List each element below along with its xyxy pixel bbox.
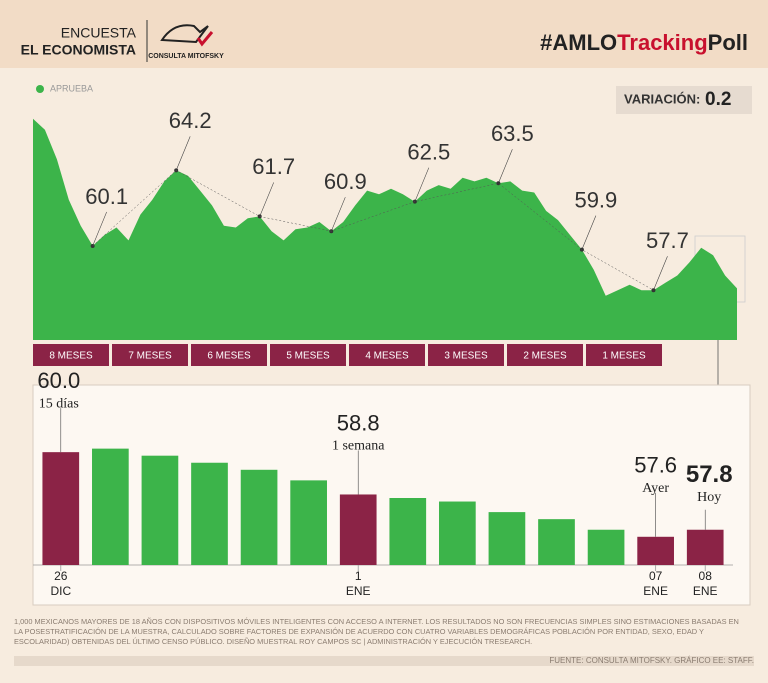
title-part: #AMLO — [540, 30, 617, 55]
period-label: 2 MESES — [523, 351, 567, 362]
bar — [92, 448, 129, 565]
bar — [290, 480, 327, 565]
period-box — [33, 344, 109, 366]
annotation-leader — [653, 256, 668, 291]
annotation-label: 62.5 — [407, 139, 450, 164]
logo-check — [196, 31, 214, 47]
footnote: 1,000 MEXICANOS MAYORES DE 18 AÑOS CON D… — [14, 617, 739, 646]
annotation-label: 60.9 — [324, 169, 367, 194]
annotation-label: 59.9 — [574, 187, 617, 212]
variation-value: 0.2 — [705, 89, 731, 110]
value-label: 60.0 — [37, 368, 80, 393]
annotation-leader — [414, 167, 430, 202]
period-box — [349, 344, 425, 366]
period-box — [112, 344, 188, 366]
period-label: 1 MESES — [602, 351, 646, 362]
bar — [587, 529, 625, 565]
period-label: 6 MESES — [207, 351, 251, 362]
category-label: ENE — [346, 584, 371, 598]
trend-link — [92, 170, 654, 291]
value-note: 1 semana — [332, 439, 385, 454]
annotation-label: 60.1 — [85, 184, 128, 209]
category-label: ENE — [643, 584, 668, 598]
annotation-leader — [581, 215, 597, 250]
value-note: Ayer — [642, 481, 669, 496]
source: FUENTE: CONSULTA MITOFSKY. GRÁFICO EE: S… — [14, 656, 754, 666]
bar — [488, 512, 526, 565]
annotation-leader — [175, 136, 191, 171]
bar — [141, 455, 179, 565]
bar — [538, 519, 575, 565]
period-label: 3 MESES — [444, 351, 488, 362]
category-label: 26 — [54, 569, 68, 583]
annotation-label: 57.7 — [646, 228, 689, 253]
bar — [637, 536, 674, 565]
category-label: 08 — [699, 569, 713, 583]
value-label: 57.8 — [686, 461, 733, 488]
annotation-leader — [92, 211, 107, 247]
legend-swatch — [36, 85, 44, 93]
period-label: 7 MESES — [128, 351, 172, 362]
period-box — [586, 344, 662, 366]
logo-icon — [160, 24, 209, 44]
bar — [42, 452, 80, 565]
title-part: Poll — [708, 30, 748, 55]
category-label: 1 — [355, 569, 362, 583]
value-note: 15 días — [39, 396, 79, 411]
period-label: 5 MESES — [286, 351, 330, 362]
value-label: 57.6 — [634, 453, 677, 478]
category-label: DIC — [50, 584, 71, 598]
period-label: 8 MESES — [49, 351, 93, 362]
variation-box — [616, 86, 752, 114]
period-box — [191, 344, 267, 366]
value-label: 58.8 — [337, 410, 380, 435]
annotation-label: 63.5 — [491, 121, 534, 146]
annotation-leader — [259, 182, 274, 217]
bar — [439, 501, 476, 565]
value-note: Hoy — [697, 490, 721, 505]
bar — [339, 494, 377, 565]
variation-label: VARIACIÓN: — [624, 91, 700, 106]
publisher-line1: ENCUESTA — [61, 25, 137, 41]
area — [33, 118, 737, 340]
annotation-label: 64.2 — [169, 108, 212, 133]
period-box — [507, 344, 583, 366]
publisher-line2: EL ECONOMISTA — [21, 42, 136, 58]
period-box — [428, 344, 504, 366]
annotation-leader — [498, 149, 513, 184]
period-label: 4 MESES — [365, 351, 409, 362]
logo-text: CONSULTA MITOFSKY — [148, 53, 224, 60]
category-label: ENE — [693, 584, 718, 598]
page-title: #AMLOTrackingPoll — [540, 30, 748, 55]
category-label: 07 — [649, 569, 663, 583]
title-part: Tracking — [617, 30, 707, 55]
bar — [389, 498, 427, 565]
header-band — [0, 0, 768, 68]
annotation-leader — [331, 197, 346, 232]
bar — [686, 529, 724, 565]
bar — [240, 469, 278, 565]
annotation-label: 61.7 — [252, 154, 295, 179]
period-box — [270, 344, 346, 366]
legend-label: APRUEBA — [50, 83, 93, 93]
bar — [191, 462, 228, 565]
